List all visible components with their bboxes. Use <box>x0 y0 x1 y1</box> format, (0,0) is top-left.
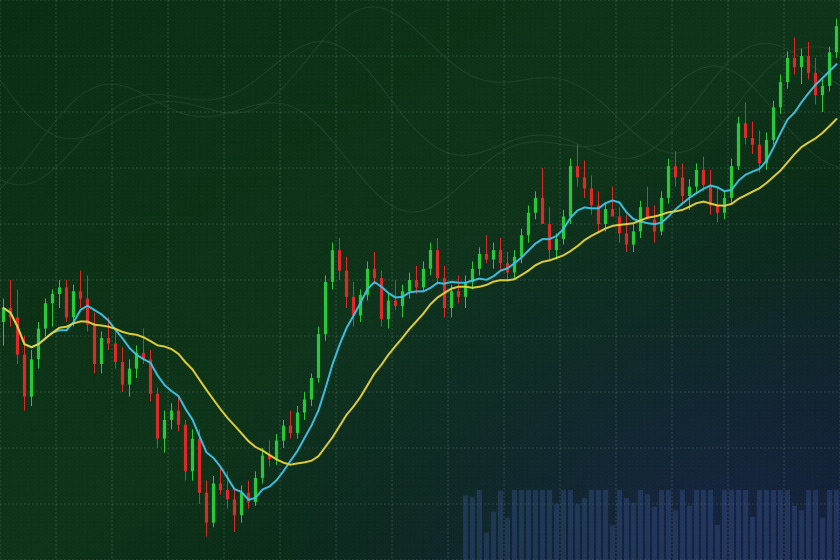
candle-body <box>807 56 810 73</box>
candle-body <box>261 455 264 477</box>
candle-body <box>821 86 824 95</box>
candle-body <box>576 166 579 177</box>
candle-body <box>51 294 54 303</box>
candle-body <box>289 426 292 433</box>
candle-body <box>555 239 558 250</box>
candle-body <box>170 411 173 420</box>
candle-body <box>478 254 481 269</box>
candle-body <box>422 269 425 288</box>
candle-body <box>296 413 299 434</box>
candle-body <box>520 235 523 256</box>
candle-body <box>191 439 194 472</box>
candle-body <box>317 334 320 378</box>
candle-body <box>226 490 229 499</box>
candle-body <box>331 250 334 282</box>
candle-body <box>681 177 684 196</box>
candle-body <box>338 250 341 271</box>
candle-body <box>275 441 278 460</box>
candle-body <box>30 359 33 396</box>
candle-body <box>667 166 670 198</box>
candle-body <box>429 250 432 269</box>
candle-body <box>583 177 586 188</box>
candle-body <box>219 483 222 490</box>
candle-body <box>688 187 691 196</box>
candle-body <box>835 26 838 52</box>
candle-body <box>198 439 201 493</box>
candle-body <box>499 250 502 263</box>
candle-body <box>44 303 47 328</box>
candle-body <box>737 123 740 166</box>
candle-body <box>730 166 733 198</box>
candle-body <box>23 355 26 397</box>
candle-body <box>324 282 327 334</box>
candle-body <box>779 82 782 107</box>
candle-body <box>345 271 348 297</box>
candle-body <box>72 291 75 317</box>
candle-body <box>590 189 593 206</box>
candle-body <box>373 269 376 278</box>
candle-body <box>415 280 418 287</box>
candle-body <box>695 170 698 187</box>
candle-body <box>674 166 677 177</box>
candle-body <box>114 343 117 362</box>
candle-body <box>128 369 131 385</box>
candle-body <box>464 282 467 297</box>
candle-body <box>387 301 390 320</box>
candle-body <box>758 145 761 164</box>
candle-body <box>485 254 488 260</box>
candle-body <box>58 287 61 294</box>
candle-body <box>65 287 68 317</box>
candle-body <box>548 224 551 250</box>
candle-body <box>800 56 803 67</box>
candle-body <box>163 420 166 439</box>
candle-body <box>401 291 404 306</box>
candle-body <box>282 426 285 441</box>
candle-body <box>394 301 397 307</box>
candle-body <box>212 483 215 522</box>
candle-body <box>100 338 103 364</box>
candle-body <box>625 233 628 244</box>
candle-body <box>121 362 124 384</box>
candle-body <box>786 58 789 82</box>
candle-body <box>380 278 383 319</box>
candle-body <box>611 209 614 216</box>
candle-body <box>772 107 775 140</box>
candle-body <box>569 166 572 216</box>
candle-body <box>457 291 460 297</box>
candle-body <box>156 394 159 439</box>
candle-body <box>534 198 537 213</box>
candle-body <box>184 425 187 472</box>
candle-body <box>541 198 544 224</box>
candle-body <box>303 399 306 412</box>
candle-body <box>793 58 796 67</box>
candle-body <box>408 280 411 291</box>
candle-body <box>450 291 453 308</box>
candle-body <box>240 493 243 515</box>
candle-body <box>107 338 110 344</box>
candle-body <box>177 411 180 425</box>
candle-body <box>233 499 236 515</box>
candle-body <box>205 493 208 523</box>
candle-body <box>653 219 656 231</box>
candlestick-chart <box>0 0 840 560</box>
candle-body <box>702 170 705 185</box>
candle-body <box>79 291 82 298</box>
candle-body <box>492 250 495 259</box>
candle-body <box>436 250 439 278</box>
candle-body <box>751 138 754 145</box>
grid <box>0 0 840 560</box>
candle-body <box>93 325 96 364</box>
candle-body <box>2 308 5 322</box>
candle-body <box>527 213 530 235</box>
candle-body <box>604 209 607 224</box>
candle-body <box>310 378 313 399</box>
candle-body <box>632 231 635 244</box>
candle-body <box>744 123 747 138</box>
